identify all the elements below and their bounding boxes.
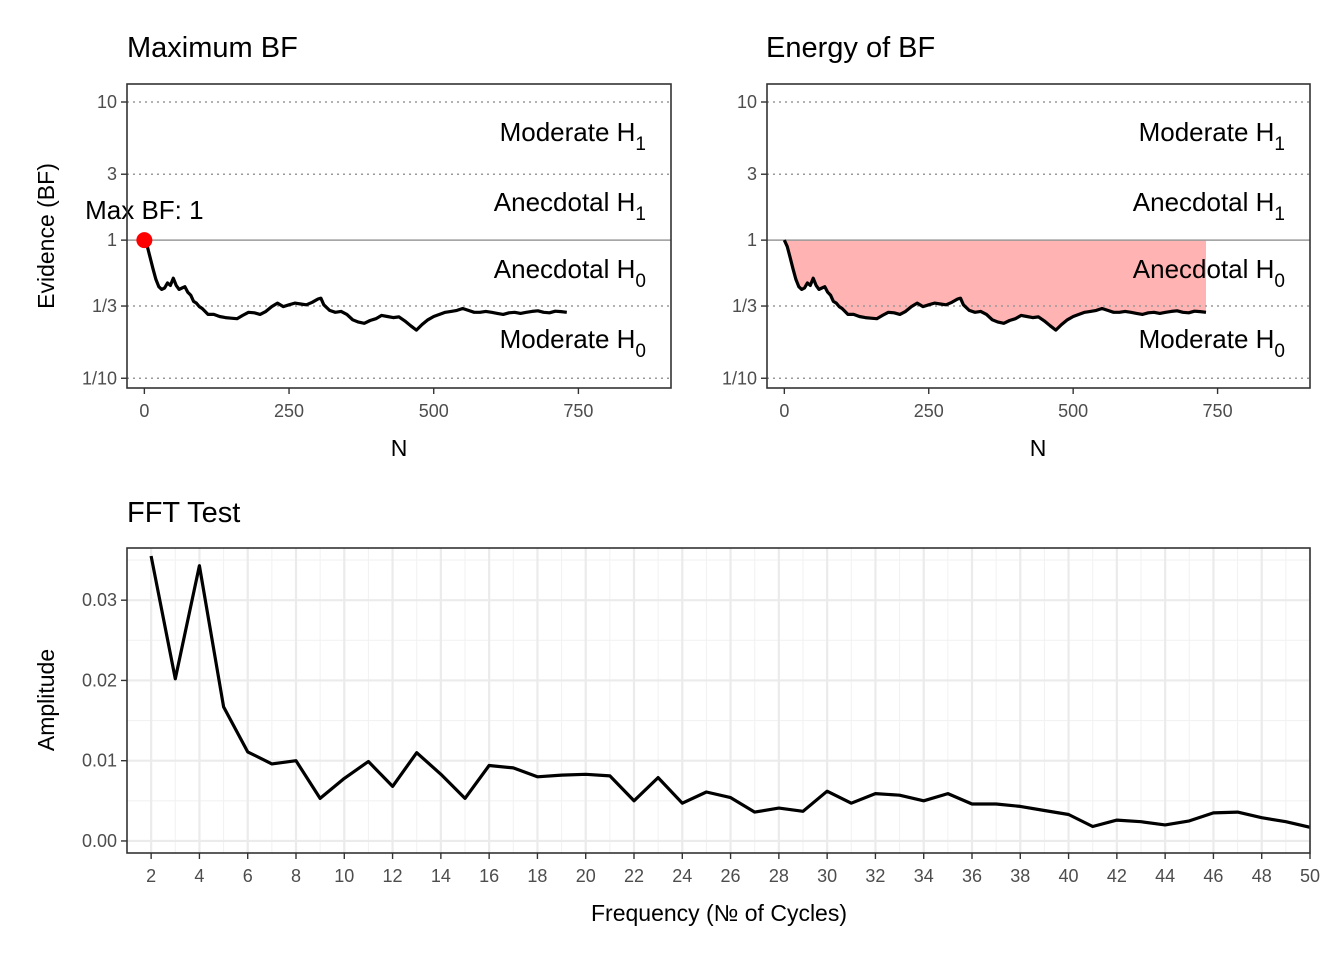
y-axis: 1/10 1/3 1 3 10 (722, 92, 767, 388)
plot-frame (766, 83, 1311, 389)
y-tick-label: 1 (747, 230, 757, 250)
x-tick-label: 6 (243, 866, 253, 886)
fft-series-line (149, 555, 1310, 829)
x-axis: 0 250 500 750 (139, 388, 593, 421)
x-tick-label: 250 (914, 401, 944, 421)
x-tick-label: 250 (274, 401, 304, 421)
y-tick-label: 1/3 (732, 296, 757, 316)
chart-title: FFT Test (127, 497, 240, 529)
chart-title: Energy of BF (766, 32, 935, 64)
x-axis-title: N (391, 435, 408, 461)
y-axis: 1/10 1/3 1 3 10 (82, 92, 127, 388)
y-axis-title: Amplitude (33, 649, 59, 751)
bf-series-line (782, 239, 1207, 332)
zone-label-moderate-h1: Moderate H1 (1139, 117, 1285, 155)
y-tick-label: 0.01 (82, 751, 117, 771)
x-tick-label: 40 (1059, 866, 1079, 886)
x-tick-label: 32 (865, 866, 885, 886)
max-bf-point (136, 232, 153, 249)
x-tick-label: 28 (769, 866, 789, 886)
zone-label-anecdotal-h1: Anecdotal H1 (1133, 187, 1285, 225)
bf-series-line (142, 239, 567, 332)
y-tick-label: 3 (747, 164, 757, 184)
zone-label-moderate-h1: Moderate H1 (500, 117, 646, 155)
x-tick-label: 20 (576, 866, 596, 886)
y-axis-title: Evidence (BF) (33, 163, 59, 309)
max-bf-marker: Max BF: 1 (85, 195, 204, 249)
x-tick-label: 36 (962, 866, 982, 886)
y-axis: 0.00 0.01 0.02 0.03 (82, 590, 127, 851)
x-tick-label: 10 (334, 866, 354, 886)
x-tick-label: 22 (624, 866, 644, 886)
y-tick-label: 1/10 (722, 368, 757, 388)
x-tick-label: 42 (1107, 866, 1127, 886)
x-tick-label: 46 (1203, 866, 1223, 886)
zone-label-anecdotal-h0: Anecdotal H0 (494, 254, 646, 292)
plot-frame (126, 83, 672, 389)
x-tick-label: 50 (1300, 866, 1320, 886)
x-axis: 2 4 6 8 10 12 14 16 18 20 22 24 26 28 30 32 34 36 38 40 42 44… (146, 853, 1320, 886)
plot-frame (126, 547, 1311, 854)
series-lines (142, 239, 567, 332)
x-tick-label: 4 (194, 866, 204, 886)
x-tick-label: 500 (1058, 401, 1088, 421)
zone-label-moderate-h0: Moderate H0 (1139, 324, 1285, 362)
x-tick-label: 16 (479, 866, 499, 886)
x-tick-label: 750 (563, 401, 593, 421)
y-tick-label: 1 (107, 230, 117, 250)
x-tick-label: 750 (1203, 401, 1233, 421)
x-tick-label: 14 (431, 866, 451, 886)
series-lines (149, 555, 1310, 829)
x-tick-label: 48 (1252, 866, 1272, 886)
x-tick-label: 2 (146, 866, 156, 886)
max-bf-label: Max BF: 1 (85, 195, 203, 225)
grid-lines (126, 548, 1312, 853)
x-tick-label: 34 (914, 866, 934, 886)
maximum-bf-panel: Maximum BF Moderate H1 Anecdotal H1 Anec… (33, 32, 672, 461)
y-tick-label: 1/10 (82, 368, 117, 388)
x-tick-label: 38 (1010, 866, 1030, 886)
x-tick-label: 18 (527, 866, 547, 886)
series-lines (782, 239, 1207, 332)
x-tick-label: 26 (721, 866, 741, 886)
x-tick-label: 12 (383, 866, 403, 886)
y-tick-label: 0.03 (82, 590, 117, 610)
zone-label-moderate-h0: Moderate H0 (500, 324, 646, 362)
x-tick-label: 30 (817, 866, 837, 886)
y-tick-label: 0.02 (82, 670, 117, 690)
x-tick-label: 0 (779, 401, 789, 421)
x-axis-title: Frequency (№ of Cycles) (591, 900, 847, 926)
x-axis-title: N (1030, 435, 1047, 461)
y-tick-label: 1/3 (92, 296, 117, 316)
x-tick-label: 24 (672, 866, 692, 886)
energy-of-bf-panel: Energy of BF Moderate H1 Anecdotal H1 An… (722, 32, 1311, 461)
y-tick-label: 0.00 (82, 831, 117, 851)
grid-lines (127, 101, 671, 380)
x-tick-label: 44 (1155, 866, 1175, 886)
y-tick-label: 10 (97, 92, 117, 112)
y-tick-label: 10 (737, 92, 757, 112)
x-axis: 0 250 500 750 (779, 388, 1233, 421)
grid-lines (767, 101, 1310, 380)
fft-test-panel: FFT Test 0.000.010.020.03 2 4 6 8 10 12 14 16 18… (33, 497, 1320, 926)
x-tick-label: 0 (139, 401, 149, 421)
zone-label-anecdotal-h1: Anecdotal H1 (494, 187, 646, 225)
chart-title: Maximum BF (127, 32, 298, 64)
x-tick-label: 8 (291, 866, 301, 886)
x-tick-label: 500 (419, 401, 449, 421)
y-tick-label: 3 (107, 164, 117, 184)
